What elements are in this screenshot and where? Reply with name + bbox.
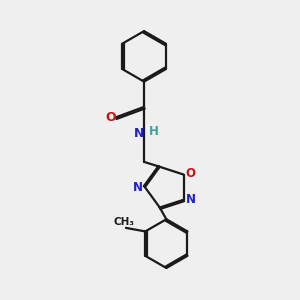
Text: CH₃: CH₃ [114,217,135,227]
Text: N: N [133,181,143,194]
Text: N: N [134,127,144,140]
Text: O: O [185,167,195,180]
Text: H: H [148,125,158,138]
Text: N: N [186,193,196,206]
Text: O: O [105,111,116,124]
